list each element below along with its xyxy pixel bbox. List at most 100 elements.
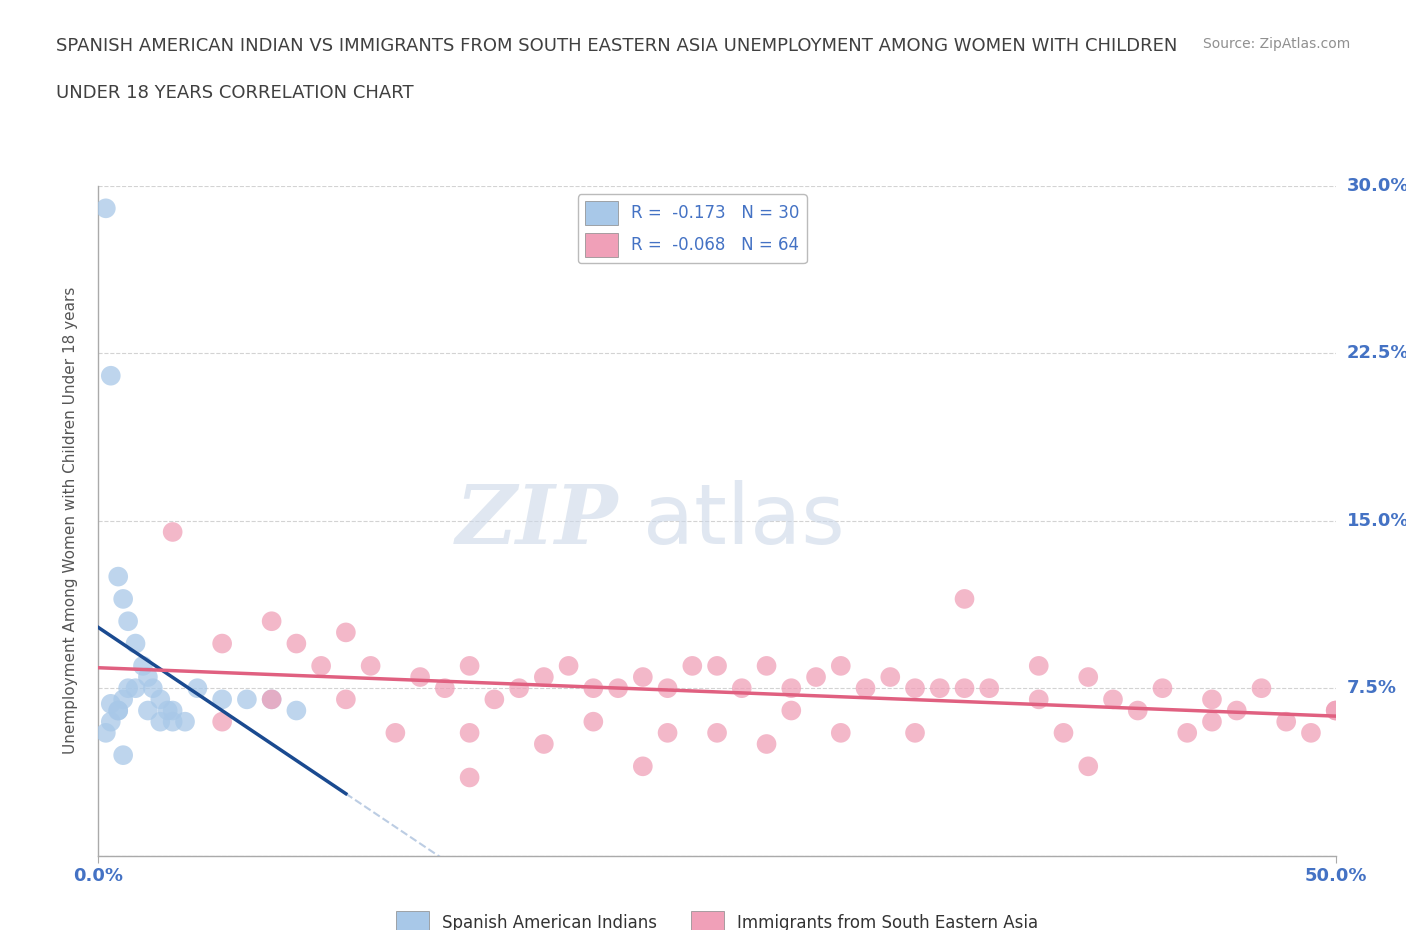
Point: [335, 692, 357, 707]
Point: [979, 681, 1001, 696]
Point: [107, 703, 129, 718]
Y-axis label: Unemployment Among Women with Children Under 18 years: Unemployment Among Women with Children U…: [63, 287, 77, 754]
Point: [1324, 703, 1347, 718]
Point: [804, 670, 827, 684]
Point: [260, 692, 283, 707]
Point: [117, 681, 139, 696]
Point: [132, 658, 155, 673]
Point: [124, 681, 146, 696]
Point: [149, 692, 172, 707]
Point: [731, 681, 754, 696]
Point: [706, 725, 728, 740]
Point: [706, 658, 728, 673]
Point: [1275, 714, 1298, 729]
Point: [1201, 692, 1223, 707]
Point: [904, 681, 927, 696]
Point: [631, 759, 654, 774]
Text: 15.0%: 15.0%: [1347, 512, 1406, 530]
Point: [211, 692, 233, 707]
Point: [830, 658, 852, 673]
Point: [124, 636, 146, 651]
Point: [117, 614, 139, 629]
Point: [285, 636, 308, 651]
Point: [1126, 703, 1149, 718]
Point: [384, 725, 406, 740]
Point: [94, 201, 117, 216]
Text: Source: ZipAtlas.com: Source: ZipAtlas.com: [1202, 37, 1350, 51]
Point: [162, 525, 184, 539]
Point: [174, 714, 197, 729]
Point: [211, 714, 233, 729]
Point: [162, 703, 184, 718]
Point: [904, 725, 927, 740]
Point: [309, 658, 332, 673]
Point: [1028, 658, 1050, 673]
Legend: Spanish American Indians, Immigrants from South Eastern Asia: Spanish American Indians, Immigrants fro…: [389, 904, 1045, 930]
Point: [855, 681, 877, 696]
Point: [458, 658, 481, 673]
Text: atlas: atlas: [643, 480, 845, 562]
Point: [162, 714, 184, 729]
Point: [100, 368, 122, 383]
Text: 7.5%: 7.5%: [1347, 679, 1396, 698]
Point: [94, 725, 117, 740]
Point: [484, 692, 506, 707]
Point: [1077, 759, 1099, 774]
Point: [149, 714, 172, 729]
Point: [928, 681, 950, 696]
Point: [107, 569, 129, 584]
Text: SPANISH AMERICAN INDIAN VS IMMIGRANTS FROM SOUTH EASTERN ASIA UNEMPLOYMENT AMONG: SPANISH AMERICAN INDIAN VS IMMIGRANTS FR…: [56, 37, 1178, 55]
Point: [780, 681, 803, 696]
Point: [100, 697, 122, 711]
Point: [830, 725, 852, 740]
Point: [607, 681, 630, 696]
Point: [458, 770, 481, 785]
Point: [755, 658, 778, 673]
Point: [533, 737, 555, 751]
Point: [1077, 670, 1099, 684]
Point: [953, 591, 976, 606]
Point: [136, 670, 159, 684]
Point: [1250, 681, 1272, 696]
Text: 30.0%: 30.0%: [1347, 177, 1406, 195]
Point: [335, 625, 357, 640]
Point: [1175, 725, 1198, 740]
Point: [657, 681, 679, 696]
Point: [458, 725, 481, 740]
Point: [236, 692, 259, 707]
Point: [433, 681, 456, 696]
Point: [557, 658, 579, 673]
Point: [755, 737, 778, 751]
Text: 22.5%: 22.5%: [1347, 344, 1406, 363]
Point: [260, 692, 283, 707]
Point: [136, 703, 159, 718]
Point: [285, 703, 308, 718]
Point: [409, 670, 432, 684]
Point: [360, 658, 382, 673]
Point: [582, 681, 605, 696]
Point: [1052, 725, 1074, 740]
Point: [142, 681, 165, 696]
Point: [953, 681, 976, 696]
Text: UNDER 18 YEARS CORRELATION CHART: UNDER 18 YEARS CORRELATION CHART: [56, 84, 413, 101]
Point: [631, 670, 654, 684]
Point: [1152, 681, 1174, 696]
Point: [533, 670, 555, 684]
Text: ZIP: ZIP: [456, 481, 619, 561]
Point: [582, 714, 605, 729]
Point: [112, 748, 135, 763]
Point: [1028, 692, 1050, 707]
Point: [657, 725, 679, 740]
Point: [112, 591, 135, 606]
Point: [780, 703, 803, 718]
Point: [156, 703, 179, 718]
Point: [1324, 703, 1347, 718]
Point: [186, 681, 208, 696]
Point: [879, 670, 901, 684]
Point: [1201, 714, 1223, 729]
Point: [1299, 725, 1322, 740]
Point: [107, 703, 129, 718]
Point: [112, 692, 135, 707]
Point: [681, 658, 703, 673]
Point: [100, 714, 122, 729]
